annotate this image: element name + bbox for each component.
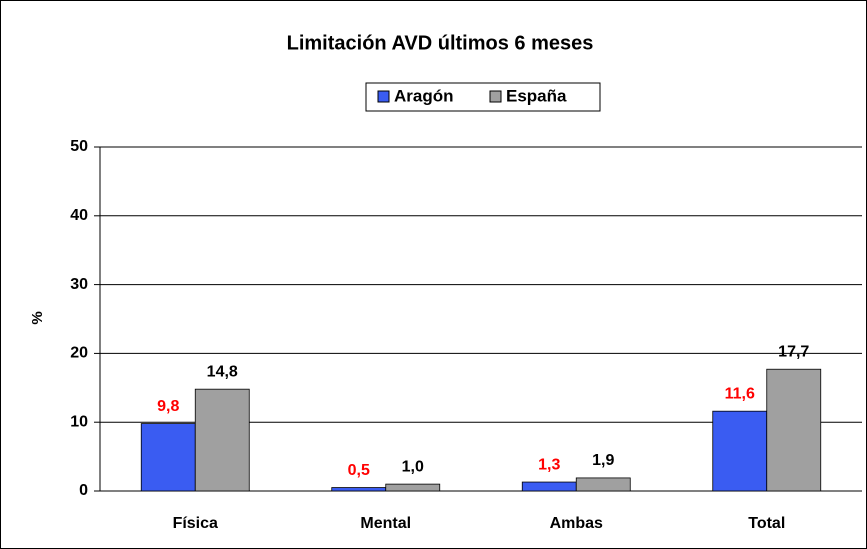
y-tick-label: 0: [79, 482, 88, 499]
y-tick-label: 40: [70, 207, 88, 224]
y-axis-label: %: [29, 311, 46, 324]
legend-label: Aragón: [394, 86, 454, 105]
data-label: 0,5: [348, 462, 370, 479]
x-tick-label: Física: [173, 515, 218, 532]
legend-box: [365, 82, 601, 112]
bar: [712, 410, 768, 492]
data-label: 1,3: [538, 456, 560, 473]
data-label: 14,8: [207, 363, 238, 380]
bar: [766, 368, 822, 492]
y-tick-label: 30: [70, 276, 88, 293]
x-tick-label: Mental: [360, 515, 411, 532]
legend-swatch: [489, 90, 502, 103]
legend-swatch: [377, 90, 390, 103]
data-label: 1,0: [402, 458, 424, 475]
bar: [194, 388, 250, 492]
bar: [521, 481, 577, 492]
data-label: 11,6: [725, 385, 755, 402]
bar: [575, 477, 631, 492]
legend-label: España: [506, 86, 567, 105]
bar: [140, 423, 196, 492]
x-tick-label: Total: [748, 515, 785, 532]
y-tick-label: 20: [70, 345, 88, 362]
x-tick-label: Ambas: [550, 515, 603, 532]
y-tick-label: 50: [70, 138, 88, 155]
data-label: 17,7: [778, 343, 809, 360]
bar: [331, 487, 387, 492]
bar: [385, 483, 441, 492]
data-label: 1,9: [592, 452, 614, 469]
data-label: 9,8: [157, 398, 179, 415]
chart-title: Limitación AVD últimos 6 meses: [287, 32, 594, 54]
y-tick-label: 10: [70, 413, 88, 430]
